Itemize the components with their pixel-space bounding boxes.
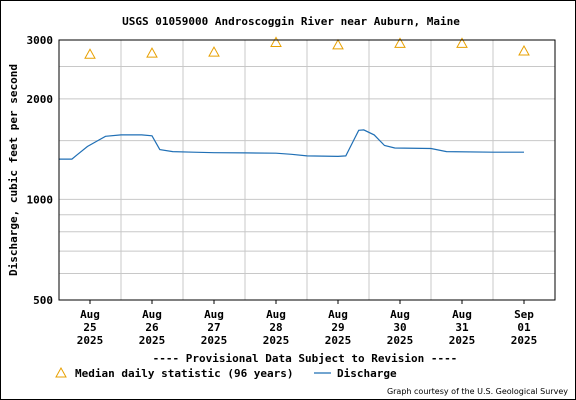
y-tick-label-1000: 1000 (27, 193, 54, 206)
legend-median-label: Median daily statistic (96 years) (75, 367, 294, 380)
x-tick-label-1: Aug 26 2025 (139, 308, 166, 347)
series-layer (59, 36, 530, 160)
x-tick-label-3: Aug 28 2025 (263, 308, 290, 347)
x-tick-label-0: Aug 25 2025 (77, 308, 104, 347)
x-tick-label-2: Aug 27 2025 (201, 308, 228, 347)
x-tick-label-4: Aug 29 2025 (325, 308, 352, 347)
median-marker-2 (208, 46, 220, 57)
plot-area-border (58, 39, 556, 301)
median-marker-0 (84, 48, 96, 59)
median-marker-5 (394, 37, 406, 48)
discharge-line (59, 129, 524, 160)
median-marker-3 (270, 36, 282, 47)
y-axis-label: Discharge, cubic feet per second (7, 64, 20, 276)
x-axis-ticks: Aug 25 2025 Aug 26 2025 Aug 27 2025 Aug 28 2025 Aug 2… (77, 300, 538, 347)
x-tick-label-7: Sep 01 2025 (511, 308, 538, 347)
x-tick-label-6: Aug 31 2025 (449, 308, 476, 347)
legend-discharge-label: Discharge (337, 367, 397, 380)
median-marker-4 (332, 38, 344, 50)
x-tick-label-5: Aug 30 2025 (387, 308, 414, 347)
chart-title: USGS 01059000 Androscoggin River near Au… (122, 15, 460, 28)
y-tick-label-500: 500 (33, 294, 53, 307)
legend-median-marker (55, 366, 67, 378)
grid-lines (59, 39, 555, 301)
provisional-notice: ---- Provisional Data Subject to Revisio… (153, 352, 458, 365)
median-marker-6 (456, 37, 468, 48)
median-marker-7 (518, 45, 530, 56)
y-tick-label-3000: 3000 (27, 34, 54, 47)
y-axis-ticks: 500 1000 2000 3000 (27, 34, 54, 307)
credit-text: Graph courtesy of the U.S. Geological Su… (387, 387, 568, 396)
y-tick-label-2000: 2000 (27, 93, 54, 106)
median-marker-1 (146, 47, 158, 58)
legend: Median daily statistic (96 years) Discha… (55, 366, 397, 380)
